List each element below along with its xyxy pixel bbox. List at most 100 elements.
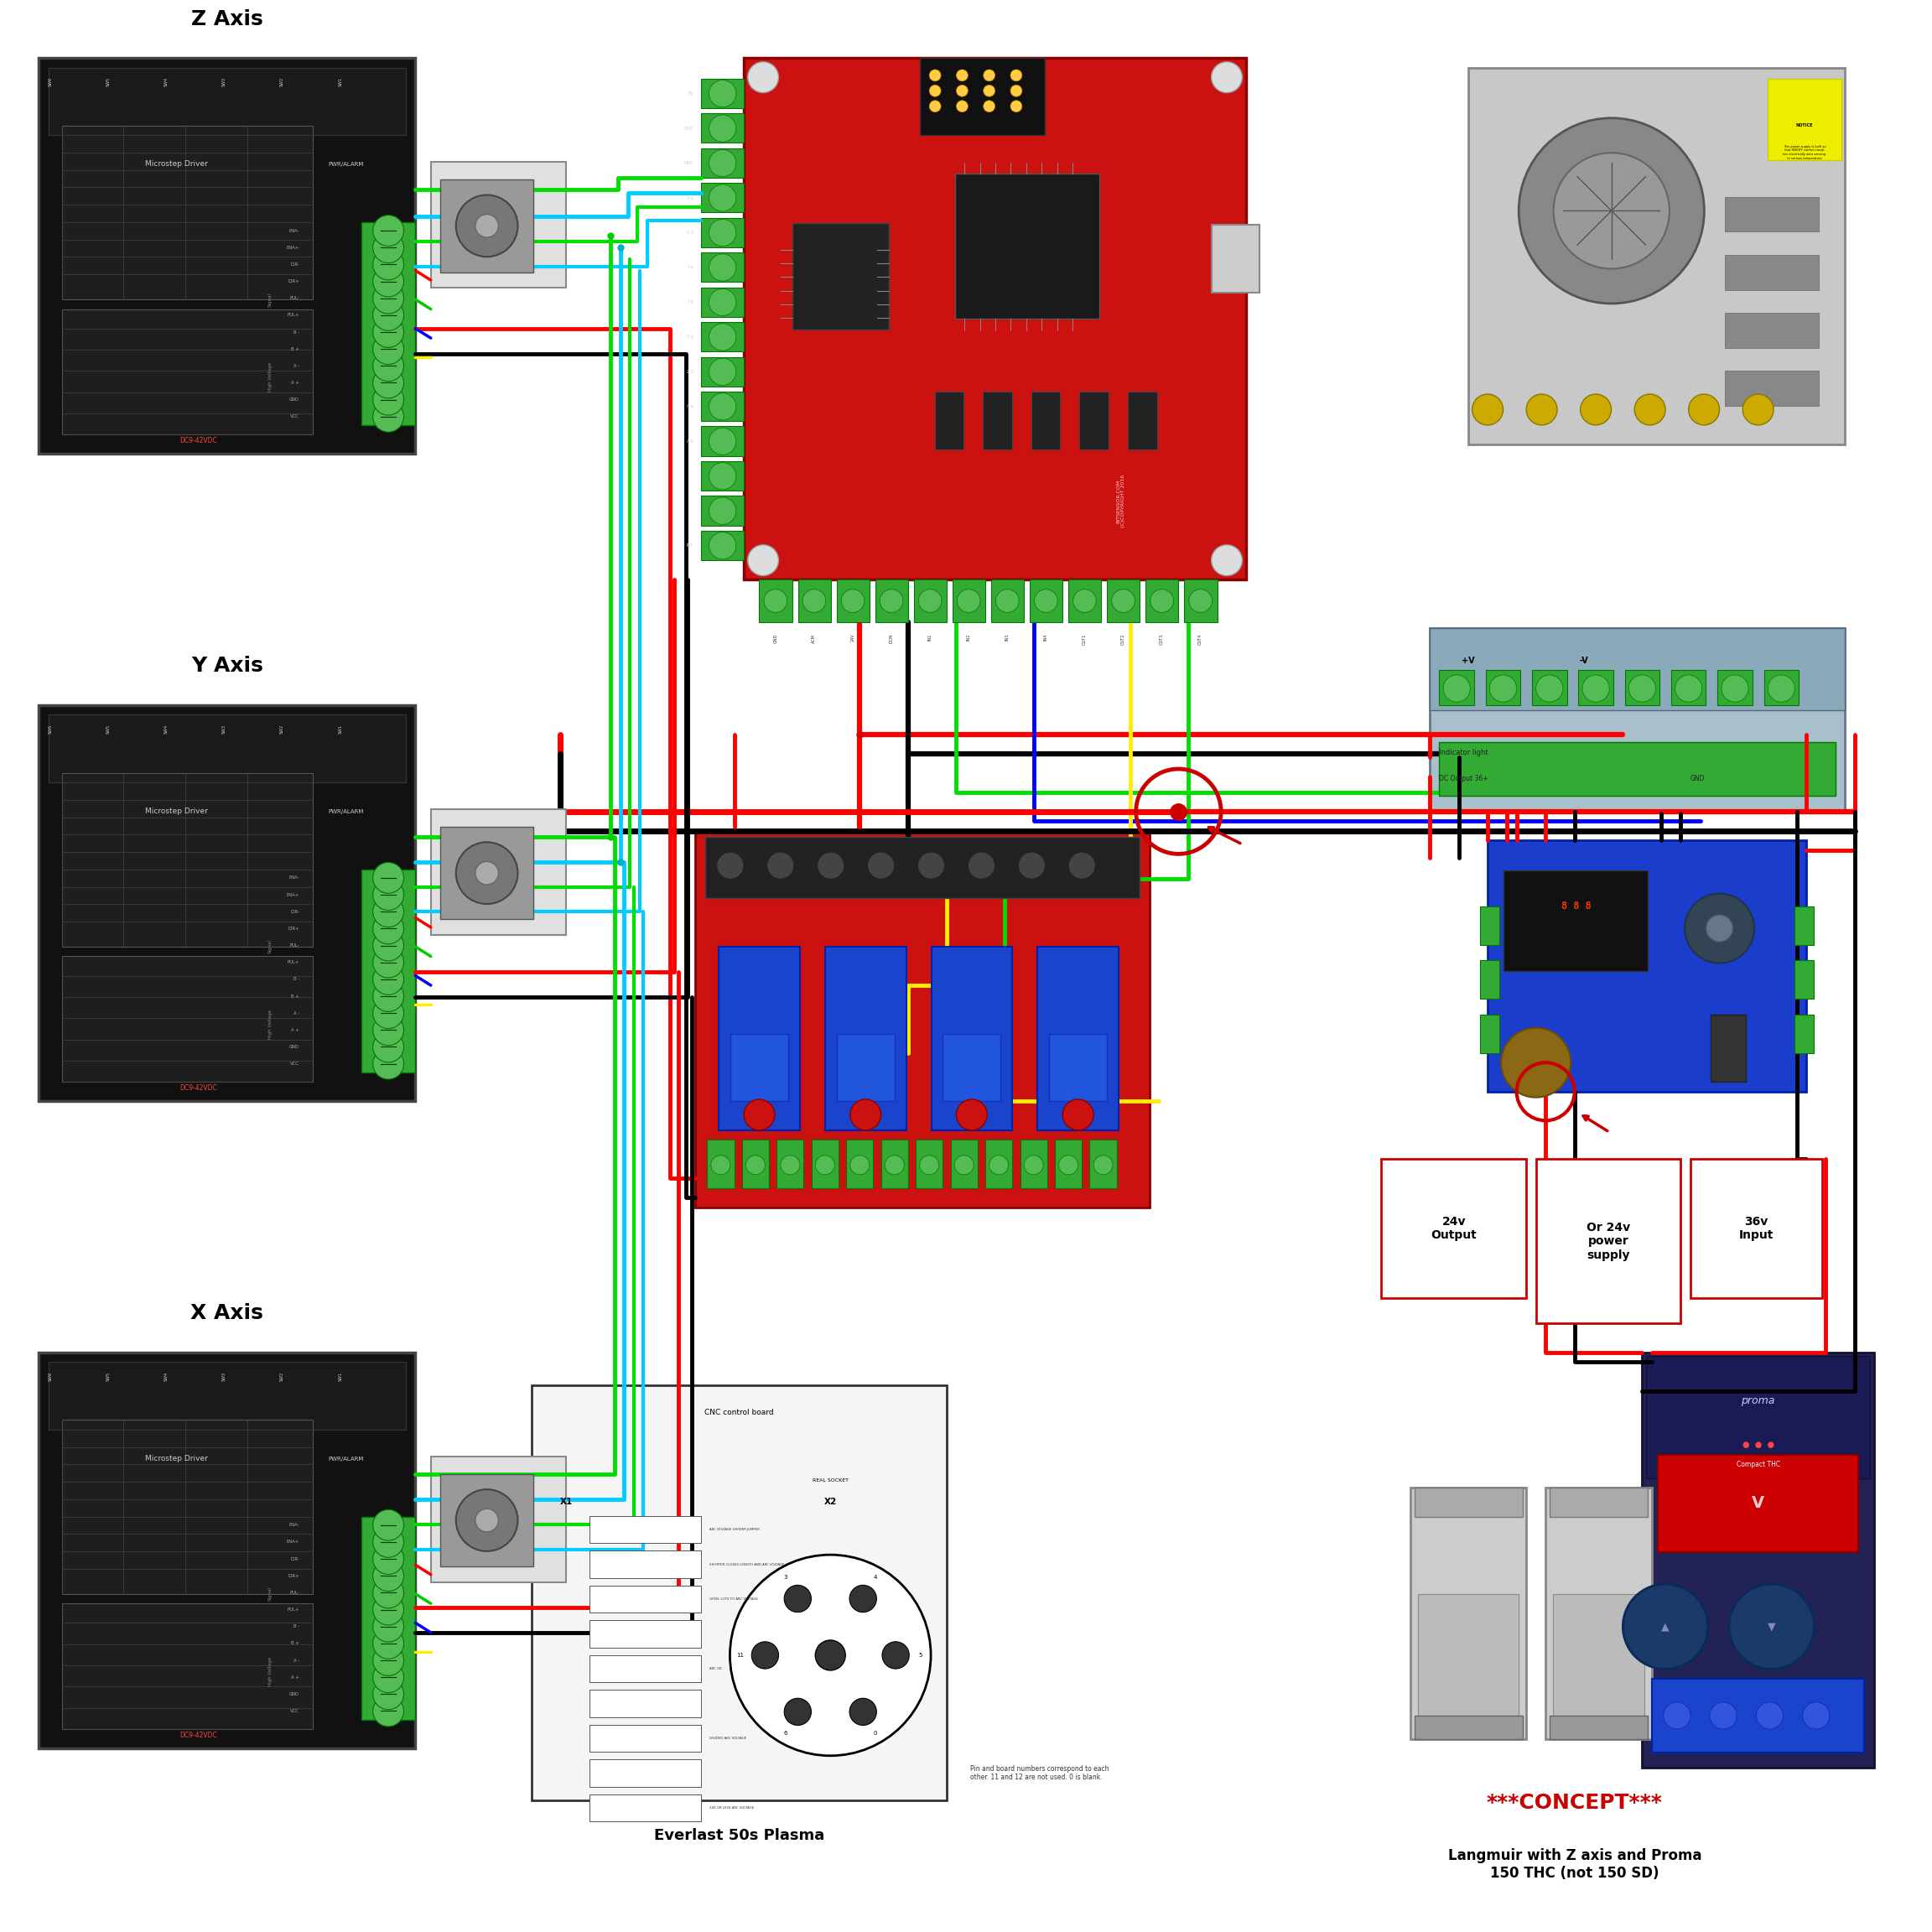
FancyBboxPatch shape (361, 222, 415, 425)
Text: SW4: SW4 (164, 77, 168, 87)
Circle shape (989, 1155, 1009, 1175)
Text: 8 8 8: 8 8 8 (1561, 900, 1592, 912)
Text: OPEN: LOTS TO ARC VOLTAGE: OPEN: LOTS TO ARC VOLTAGE (709, 1598, 757, 1602)
Circle shape (1443, 674, 1470, 701)
Circle shape (373, 879, 404, 910)
Text: GND: GND (773, 634, 777, 643)
Text: A +: A + (292, 1675, 299, 1679)
Text: ACM: ACM (811, 634, 815, 643)
Circle shape (995, 589, 1018, 612)
FancyBboxPatch shape (1418, 1594, 1519, 1719)
Text: Signal: Signal (269, 1586, 272, 1602)
Circle shape (752, 1642, 779, 1669)
Circle shape (1211, 545, 1242, 576)
Circle shape (373, 862, 404, 893)
Circle shape (1629, 674, 1656, 701)
Text: DIR-: DIR- (290, 910, 299, 914)
FancyBboxPatch shape (696, 831, 1150, 1208)
FancyBboxPatch shape (1032, 390, 1061, 450)
FancyBboxPatch shape (1480, 960, 1499, 999)
Circle shape (373, 1611, 404, 1642)
Circle shape (1010, 70, 1022, 81)
FancyBboxPatch shape (431, 810, 566, 935)
Circle shape (373, 299, 404, 330)
Text: A -: A - (294, 1658, 299, 1662)
FancyBboxPatch shape (1080, 390, 1109, 450)
FancyBboxPatch shape (742, 1140, 769, 1188)
Text: B -: B - (294, 978, 299, 981)
FancyBboxPatch shape (1030, 580, 1063, 622)
Circle shape (1536, 674, 1563, 701)
FancyBboxPatch shape (62, 773, 313, 947)
Circle shape (784, 1698, 811, 1725)
Text: SW3: SW3 (222, 724, 226, 734)
FancyBboxPatch shape (1430, 628, 1845, 811)
FancyBboxPatch shape (1652, 1679, 1864, 1752)
FancyBboxPatch shape (837, 1034, 895, 1101)
Circle shape (456, 842, 518, 904)
FancyBboxPatch shape (440, 827, 533, 920)
Text: 6: 6 (782, 1731, 786, 1737)
Circle shape (709, 79, 736, 106)
Circle shape (929, 100, 941, 112)
Text: B -: B - (294, 1625, 299, 1629)
Text: GND: GND (290, 1692, 299, 1696)
FancyBboxPatch shape (1055, 1140, 1082, 1188)
FancyBboxPatch shape (811, 1140, 838, 1188)
Circle shape (1068, 852, 1095, 879)
Circle shape (883, 1642, 910, 1669)
Text: ***CONCEPT***: ***CONCEPT*** (1486, 1793, 1663, 1812)
FancyBboxPatch shape (846, 1140, 873, 1188)
FancyBboxPatch shape (1725, 197, 1818, 232)
FancyBboxPatch shape (39, 1352, 415, 1748)
Text: B +: B + (292, 348, 299, 352)
Circle shape (709, 114, 736, 141)
FancyBboxPatch shape (1658, 1455, 1859, 1551)
FancyBboxPatch shape (1480, 1014, 1499, 1053)
Text: SW6: SW6 (48, 1372, 52, 1381)
FancyBboxPatch shape (1646, 1356, 1870, 1478)
FancyBboxPatch shape (1795, 960, 1814, 999)
Text: OUT2: OUT2 (1121, 634, 1124, 645)
Circle shape (711, 1155, 730, 1175)
Text: VCC: VCC (290, 415, 299, 419)
Circle shape (709, 253, 736, 280)
Text: ENA+: ENA+ (286, 245, 299, 249)
Circle shape (1580, 394, 1611, 425)
FancyBboxPatch shape (589, 1760, 701, 1787)
FancyBboxPatch shape (589, 1656, 701, 1683)
Circle shape (1150, 589, 1173, 612)
Text: Z D: Z D (686, 369, 694, 375)
Circle shape (373, 334, 404, 365)
Text: IN1: IN1 (927, 634, 931, 641)
Text: SW1: SW1 (338, 724, 342, 734)
Circle shape (1743, 394, 1774, 425)
Circle shape (373, 1014, 404, 1045)
FancyBboxPatch shape (798, 580, 831, 622)
Circle shape (1706, 916, 1733, 943)
Circle shape (730, 1555, 931, 1756)
Text: ●  ●  ●: ● ● ● (1743, 1441, 1774, 1449)
FancyBboxPatch shape (701, 253, 744, 282)
Text: A +: A + (292, 1028, 299, 1032)
Circle shape (748, 545, 779, 576)
Circle shape (815, 1155, 835, 1175)
Text: DC9-42VDC: DC9-42VDC (180, 1731, 216, 1739)
Circle shape (929, 70, 941, 81)
FancyBboxPatch shape (1480, 906, 1499, 945)
FancyBboxPatch shape (983, 390, 1012, 450)
FancyBboxPatch shape (1128, 390, 1157, 450)
FancyBboxPatch shape (954, 174, 1099, 319)
Text: SW6: SW6 (48, 724, 52, 734)
FancyBboxPatch shape (991, 580, 1024, 622)
Circle shape (956, 589, 980, 612)
Text: SW2: SW2 (280, 77, 284, 87)
FancyBboxPatch shape (744, 58, 1246, 580)
Text: OUT1: OUT1 (1082, 634, 1086, 645)
Circle shape (1675, 674, 1702, 701)
Circle shape (763, 589, 786, 612)
Circle shape (746, 1155, 765, 1175)
Text: X p: X p (688, 195, 694, 201)
FancyBboxPatch shape (589, 1517, 701, 1544)
Text: REAL SOCKET: REAL SOCKET (811, 1478, 848, 1482)
